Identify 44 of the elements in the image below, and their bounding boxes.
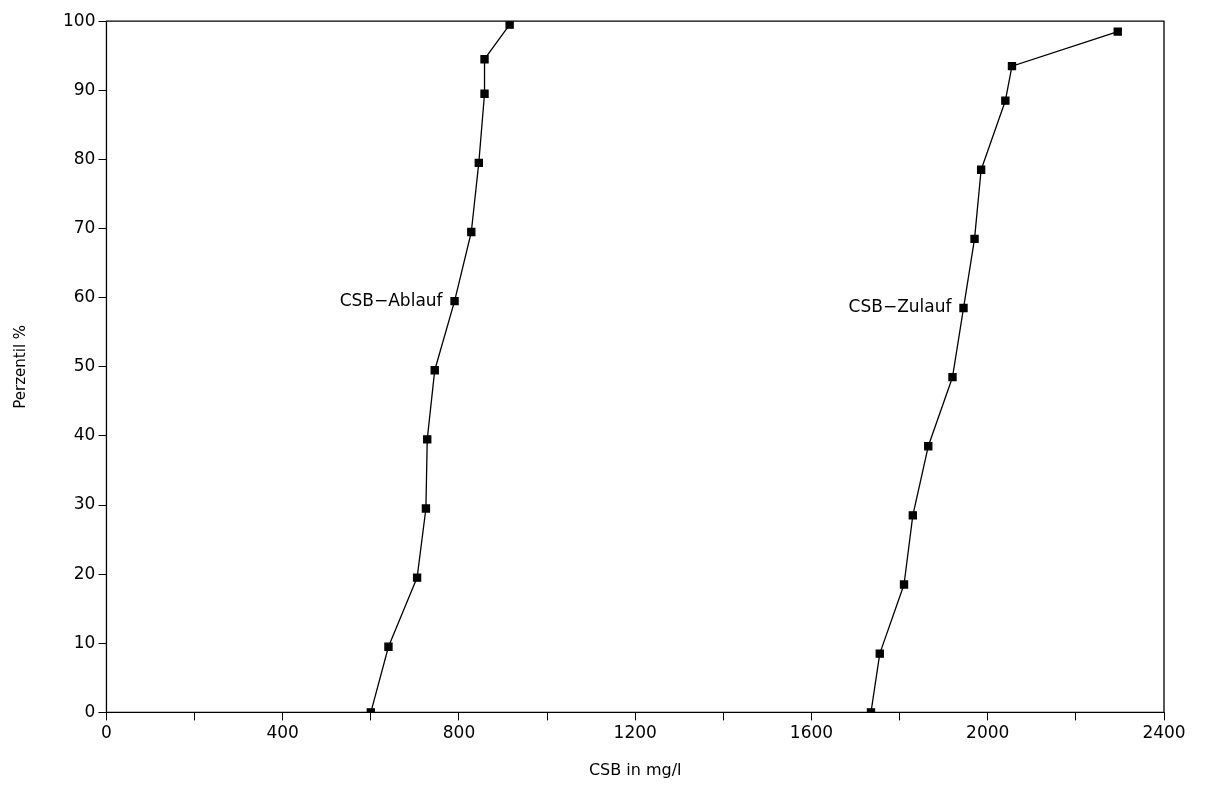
point: [480, 89, 489, 98]
point: [421, 504, 431, 513]
point: [970, 234, 979, 244]
point: [474, 158, 483, 168]
point: [467, 227, 476, 237]
x-tick-label: 400: [266, 722, 299, 743]
y-tick-label: 20: [73, 562, 96, 583]
point: [505, 21, 514, 29]
y-tick-label: 90: [73, 78, 96, 99]
point: [1113, 27, 1122, 36]
point: [384, 642, 393, 651]
x-tick-label: 0: [101, 722, 112, 743]
x-tick-label: 2400: [1142, 722, 1186, 743]
y-tick-label: 80: [73, 147, 96, 168]
y-tick-label: 70: [73, 216, 96, 237]
point: [976, 165, 986, 174]
y-tick-label: 0: [84, 700, 96, 721]
point: [948, 372, 957, 382]
point: [1007, 61, 1017, 71]
point: [423, 435, 432, 444]
point: [1001, 96, 1010, 105]
series-label: CSB−Zulauf: [848, 296, 953, 317]
y-tick-label: 40: [73, 424, 96, 445]
point: [899, 580, 909, 589]
y-tick-label: 100: [62, 9, 96, 30]
y-tick-label: 30: [73, 493, 96, 514]
y-tick-label: 60: [73, 286, 96, 307]
x-axis-title: CSB in mg/l: [588, 759, 682, 779]
point: [480, 55, 489, 64]
y-tick-label: 50: [73, 355, 96, 376]
series-label: CSB−Ablauf: [339, 289, 444, 310]
point: [430, 366, 439, 375]
point: [412, 573, 422, 582]
x-tick-label: 1600: [789, 722, 834, 743]
x-tick-label: 1200: [613, 722, 657, 743]
point: [908, 511, 918, 520]
y-tick-label: 10: [73, 631, 96, 652]
x-tick-label: 2000: [966, 722, 1010, 743]
point: [924, 442, 933, 451]
point: [450, 296, 459, 306]
y-axis-title: Perzentil %: [10, 324, 29, 409]
point: [959, 303, 968, 313]
point: [875, 649, 884, 658]
x-tick-label: 800: [442, 722, 476, 743]
